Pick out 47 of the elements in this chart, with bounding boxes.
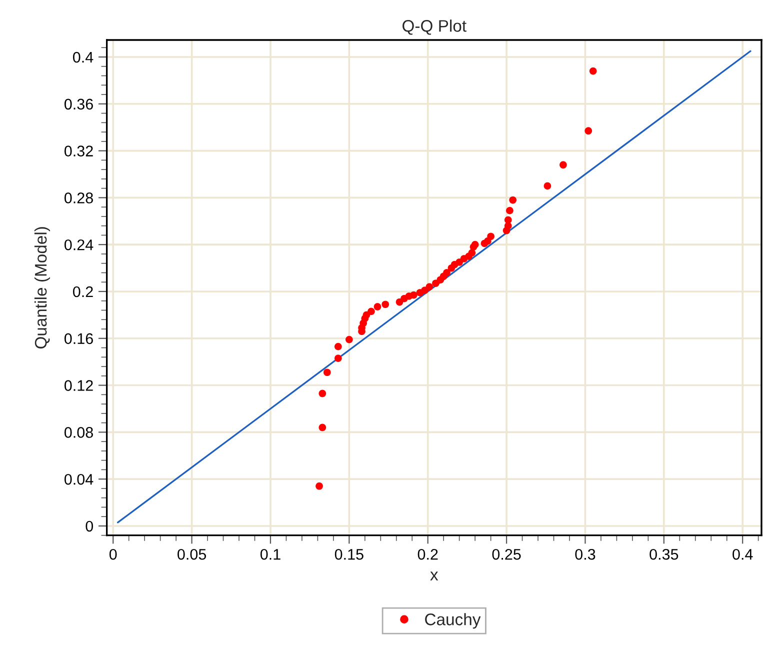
point <box>432 280 440 287</box>
point <box>334 354 342 362</box>
chart-title: Q-Q Plot <box>402 20 466 35</box>
x-tick-label: 0.3 <box>575 548 596 560</box>
point <box>368 308 375 316</box>
y-tick-label: 0 <box>86 520 94 532</box>
point <box>345 336 353 344</box>
y-tick-label: 0.08 <box>64 427 93 438</box>
y-tick-label: 0.36 <box>64 98 93 110</box>
y-tick-label: 0.16 <box>64 333 93 344</box>
point <box>560 161 567 169</box>
x-tick-label: 0.15 <box>334 548 364 560</box>
y-tick-label: 0.2 <box>72 286 93 298</box>
point <box>487 232 494 240</box>
y-axis-title: Quantile (Model) <box>34 227 50 348</box>
point <box>382 300 390 308</box>
point <box>443 269 450 276</box>
y-tick-label: 0.12 <box>64 380 93 391</box>
point <box>504 216 512 224</box>
point <box>323 368 331 376</box>
x-tick-label: 0.35 <box>650 548 678 560</box>
point <box>544 182 552 190</box>
y-tick-label: 0.4 <box>72 52 94 63</box>
point <box>316 482 323 490</box>
x-tick-label: 0 <box>109 548 117 560</box>
point <box>584 127 592 135</box>
point <box>426 283 434 290</box>
y-tick-label: 0.04 <box>64 474 94 485</box>
point <box>410 291 418 299</box>
x-tick-label: 0.2 <box>418 548 438 560</box>
point <box>471 240 479 248</box>
point <box>334 342 342 350</box>
point <box>509 196 517 204</box>
x-tick-label: 0.4 <box>732 548 753 560</box>
point <box>318 424 326 432</box>
legend-label: Cauchy <box>425 613 481 629</box>
point <box>374 303 382 310</box>
y-tick-label: 0.28 <box>64 192 93 204</box>
y-tick-label: 0.24 <box>64 239 94 250</box>
point <box>589 67 597 75</box>
x-tick-label: 0.1 <box>260 548 280 560</box>
x-axis-title: x <box>430 572 438 580</box>
point <box>506 206 514 214</box>
y-tick-label: 0.32 <box>64 146 93 156</box>
x-tick-label: 0.05 <box>178 548 206 560</box>
x-tick-label: 0.25 <box>492 548 521 560</box>
point <box>318 390 326 398</box>
